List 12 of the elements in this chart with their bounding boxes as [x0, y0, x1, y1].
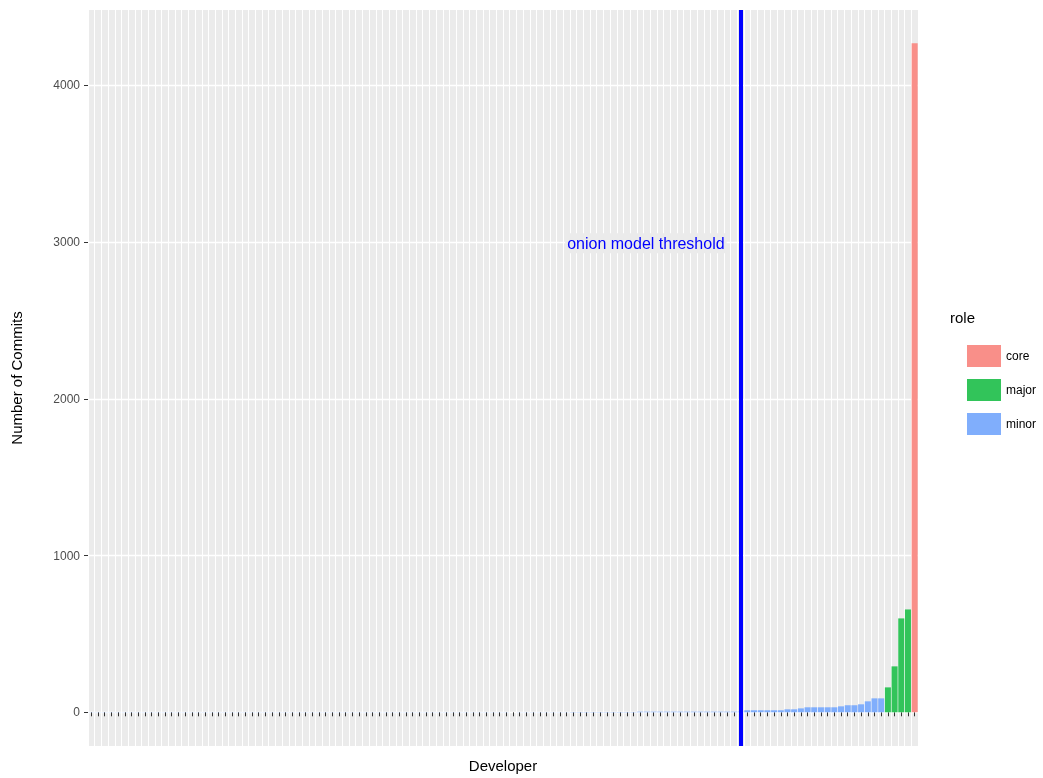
- legend-label: major: [1005, 383, 1037, 397]
- x-axis-title: Developer: [468, 757, 538, 774]
- y-tick-label: 3000: [53, 235, 81, 250]
- y-tick-label: 1000: [53, 548, 81, 563]
- legend-label: core: [1005, 349, 1030, 363]
- y-tick-label: 4000: [53, 78, 81, 93]
- annotation: onion model threshold: [567, 234, 725, 252]
- y-tick-label: 0: [73, 705, 81, 720]
- y-axis-title: Number of Commits: [8, 311, 25, 445]
- legend-title: role: [950, 309, 976, 326]
- y-tick-label: 2000: [53, 391, 81, 406]
- legend-label: minor: [1005, 417, 1037, 431]
